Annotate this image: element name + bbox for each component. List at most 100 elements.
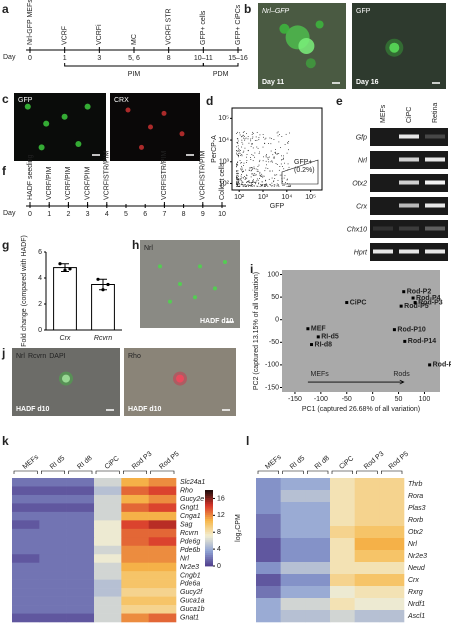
event-dot (290, 184, 292, 186)
event-dot (288, 141, 290, 142)
cell-signal (75, 141, 82, 147)
event-dot (244, 179, 246, 180)
event-dot (246, 181, 248, 183)
heatmap-cell (94, 596, 122, 606)
panel-label: f (2, 164, 7, 178)
heatmap-cell (12, 511, 40, 521)
event-dot (252, 136, 254, 138)
cell-signal (59, 371, 73, 386)
column-label: Rod P5 (388, 451, 410, 471)
event-dot (289, 185, 290, 187)
heatmap-cell (379, 562, 405, 575)
column-label: Rod P5 (158, 451, 180, 471)
gene-label: Cngb1 (180, 572, 201, 579)
event-dot (252, 179, 254, 181)
gene-label: Pde6a (180, 581, 200, 588)
gene-label: Rorb (408, 517, 423, 524)
event-dot (236, 163, 237, 165)
event-dot (275, 153, 277, 155)
panel-label: i (250, 262, 253, 276)
event-dot (276, 153, 278, 155)
event-dot (286, 152, 288, 154)
colorbar-segment (205, 499, 213, 502)
event-dot (241, 171, 243, 172)
event-dot (269, 137, 271, 139)
replicate-dot (68, 267, 72, 271)
lane-label: CiPC (406, 107, 413, 123)
cell-signal (315, 20, 324, 29)
event-dot (241, 181, 243, 183)
event-dot (265, 155, 267, 157)
cell-signal (173, 371, 187, 386)
event-dot (238, 178, 240, 180)
event-dot (249, 182, 251, 184)
event-dot (250, 185, 252, 187)
heatmap-cell (66, 596, 95, 606)
heatmap-cell (121, 579, 149, 589)
heatmap-cell (39, 528, 67, 538)
heatmap-cell (330, 562, 355, 575)
event-dot (251, 167, 253, 168)
colorbar-segment (205, 522, 213, 525)
event-dot (236, 184, 237, 185)
event-dot (250, 170, 252, 172)
heatmap-cell (280, 502, 306, 515)
event-label: Collect cells (219, 162, 226, 200)
column-label: CiPC (338, 455, 355, 471)
event-dot (270, 161, 272, 163)
point-label: Rod-P14 (408, 338, 437, 345)
event-dot (242, 132, 244, 133)
event-dot (283, 168, 285, 170)
gene-label: Nr2e3 (180, 564, 199, 571)
event-dot (257, 166, 259, 167)
event-dot (279, 166, 281, 167)
event-dot (278, 153, 280, 154)
event-dot (264, 142, 265, 144)
heatmap-cell (148, 588, 177, 597)
event-dot (238, 178, 239, 180)
colorbar-segment (205, 495, 213, 498)
gene-label: Nrl (408, 541, 417, 548)
event-label: VCRFISTR/PIM (161, 150, 168, 200)
cell-signal (305, 58, 316, 69)
event-dot (250, 185, 252, 187)
event-dot (256, 146, 258, 148)
heatmap-cell (280, 478, 306, 491)
event-dot (242, 137, 244, 139)
cell-signal (179, 131, 185, 137)
event-dot (278, 169, 280, 171)
heatmap-cell (94, 486, 122, 496)
heatmap-cell (280, 598, 306, 611)
event-dot (243, 135, 245, 137)
cell-signal (385, 38, 404, 57)
x-tick-label: 0 (371, 396, 375, 403)
day-value: 8 (182, 211, 186, 218)
gene-label: Hprt (354, 249, 368, 256)
event-dot (288, 149, 289, 151)
heatmap-cell (354, 490, 380, 503)
event-dot (237, 170, 239, 172)
event-dot (241, 166, 242, 168)
panel-label: l (246, 434, 249, 448)
event-dot (289, 185, 291, 187)
event-dot (271, 177, 273, 179)
heatmap-cell (121, 596, 149, 606)
y-tick-label: 0 (275, 317, 279, 324)
event-dot (237, 182, 239, 184)
y-tick-label: 10² (219, 180, 230, 187)
heatmap-cell (379, 574, 405, 587)
event-dot (249, 167, 251, 169)
colorbar-segment (205, 490, 213, 493)
phase-bracket (64, 63, 204, 67)
event-dot (236, 177, 237, 179)
event-dot (245, 174, 247, 176)
event-dot (265, 183, 267, 185)
event-dot (259, 151, 260, 153)
gel-band (399, 249, 419, 254)
colorbar-segment (205, 510, 213, 514)
heatmap-cell (66, 537, 95, 547)
event-dot (264, 138, 266, 140)
event-dot (238, 183, 240, 185)
heatmap-cell (12, 528, 40, 538)
x-tick-label: -150 (288, 396, 302, 403)
